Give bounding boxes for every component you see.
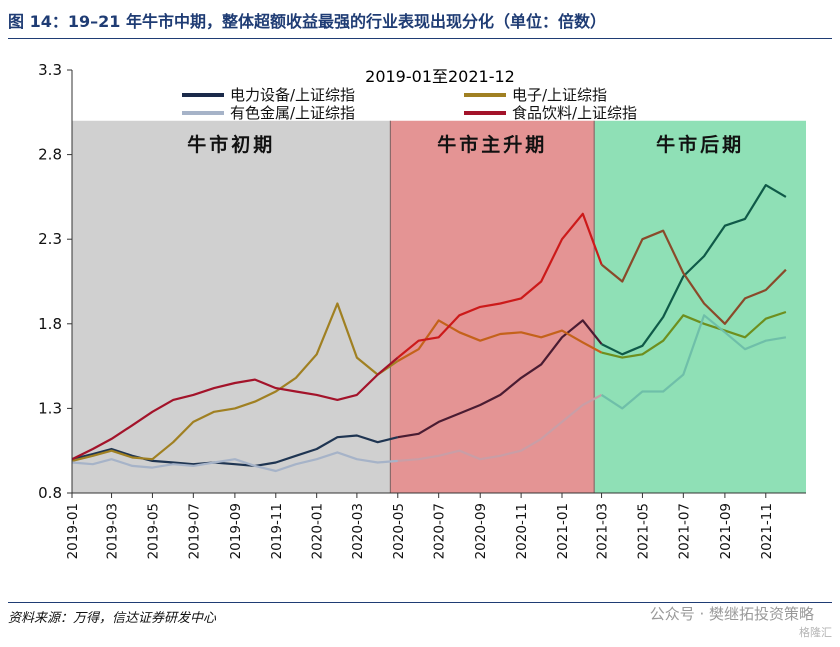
x-tick-label: 2020-05 — [391, 503, 407, 559]
series-3-line — [71, 451, 398, 473]
y-tick-label: 1.3 — [38, 399, 62, 417]
legend-label-1: 电力设备/上证综指 — [230, 86, 355, 104]
x-tick-label: 2019-03 — [105, 503, 121, 559]
x-tick-label: 2020-09 — [473, 503, 489, 559]
chart-title: 2019-01至2021-12 — [365, 67, 515, 86]
series-2-line — [601, 310, 787, 359]
series-1-line — [601, 184, 787, 356]
series-4-line — [397, 212, 603, 359]
y-tick-label: 3.3 — [38, 61, 62, 79]
line-chart: 牛市初期 牛市主升期 牛市后期 0.8 1.3 1.8 2.3 2.8 3.3 2019-01 2… — [38, 61, 806, 559]
series-3-line — [397, 393, 603, 462]
watermark: 公众号 · 樊继拓投资策略 — [649, 605, 814, 623]
y-tick-label: 2.3 — [38, 230, 62, 248]
series-3-line — [600, 314, 787, 410]
x-tick-label: 2020-07 — [432, 503, 448, 559]
x-tick-label: 2021-11 — [759, 503, 775, 559]
x-tick-label: 2020-01 — [310, 503, 326, 559]
x-tick-label: 2019-09 — [228, 503, 244, 559]
phase-label-1: 牛市初期 — [187, 133, 275, 156]
series-1-line — [397, 319, 603, 439]
x-tick-label: 2019-05 — [145, 503, 161, 559]
legend-label-4: 食品饮料/上证综指 — [512, 104, 637, 122]
series-1-line — [71, 434, 399, 467]
y-tick-label: 0.8 — [38, 484, 62, 502]
x-tick-label: 2019-01 — [65, 503, 81, 559]
watermark-logo: 格隆汇 — [799, 626, 832, 639]
source-rule — [8, 602, 832, 603]
figure-title: 图 14：19–21 年牛市中期，整体超额收益最强的行业表现出现分化（单位：倍数… — [8, 12, 606, 31]
legend-label-2: 电子/上证综指 — [512, 86, 607, 104]
legend-label-3: 有色金属/上证综指 — [230, 104, 355, 122]
x-tick-label: 2021-09 — [718, 503, 734, 559]
y-tick-label: 2.8 — [38, 146, 62, 164]
x-tick-label: 2021-05 — [635, 503, 651, 559]
title-rule — [8, 38, 832, 39]
x-tick-label: 2021-01 — [555, 503, 571, 559]
x-tick-label: 2021-07 — [676, 503, 692, 559]
x-tick-label: 2019-11 — [269, 503, 285, 559]
series-2-line — [397, 319, 603, 362]
x-tick-label: 2020-03 — [350, 503, 366, 559]
x-tick-label: 2021-03 — [595, 503, 611, 559]
source-note: 资料来源：万得，信达证券研发中心 — [8, 611, 217, 626]
series-2-line — [71, 302, 399, 462]
phase-band-3 — [594, 120, 806, 493]
x-tick-label: 2020-11 — [514, 503, 530, 559]
y-tick-label: 1.8 — [38, 315, 62, 333]
phase-label-3: 牛市后期 — [656, 133, 744, 156]
x-tick-label: 2019-07 — [186, 503, 202, 559]
phase-label-2: 牛市主升期 — [437, 133, 547, 156]
series-4-line — [600, 229, 787, 325]
phase-band-2 — [390, 120, 595, 493]
series-4-line — [71, 356, 399, 461]
